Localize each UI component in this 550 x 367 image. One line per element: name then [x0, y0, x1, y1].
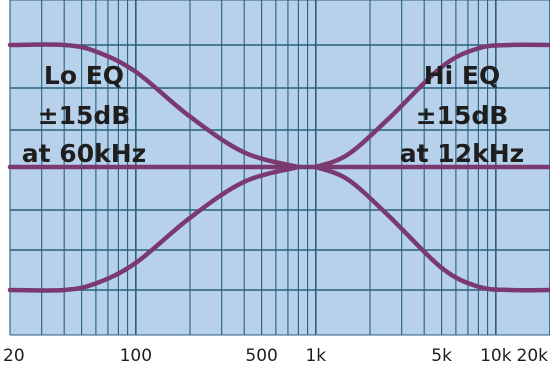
band-labels: Lo EQ ±15dB at 60kHz Hi EQ ±15dB at 12kHz — [22, 61, 524, 168]
x-tick-label: 20k — [517, 346, 549, 366]
x-tick-labels: 20 100 500 1k 5k 10k 20k — [3, 346, 548, 366]
x-tick-label: 500 — [245, 346, 277, 366]
hi-eq-label-line-2: ±15dB — [416, 101, 509, 130]
lo-eq-label-line-3: at 60kHz — [22, 139, 146, 168]
eq-curve-5 — [313, 164, 550, 293]
eq-curve-4 — [313, 42, 550, 170]
lo-eq-label-line-1: Lo EQ — [44, 61, 124, 90]
x-tick-label: 10k — [480, 346, 512, 366]
x-tick-label: 5k — [431, 346, 452, 366]
curves — [7, 42, 550, 293]
lo-eq-label-line-2: ±15dB — [38, 101, 131, 130]
x-tick-label: 100 — [120, 346, 152, 366]
hi-eq-label-line-1: Hi EQ — [424, 61, 501, 90]
x-tick-label: 1k — [305, 346, 326, 366]
hi-eq-label-line-3: at 12kHz — [400, 139, 524, 168]
eq-curve-2 — [7, 164, 301, 293]
x-tick-label: 20 — [3, 346, 25, 366]
eq-curve-1 — [7, 42, 301, 170]
